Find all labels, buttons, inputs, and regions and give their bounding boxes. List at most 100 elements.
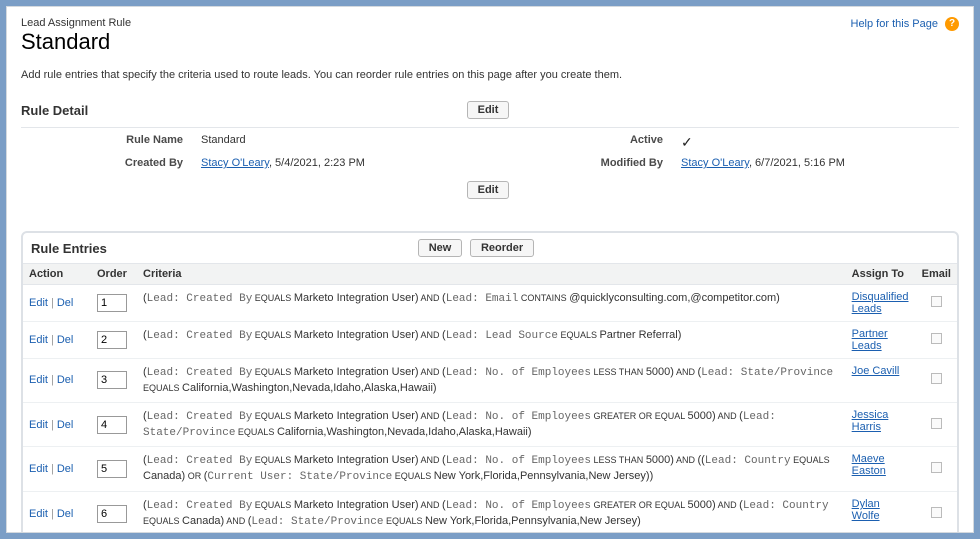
col-criteria: Criteria <box>137 264 846 285</box>
table-row: Edit|Del (Lead: Created By EQUALS Marketo… <box>23 322 957 359</box>
row-edit-link[interactable]: Edit <box>29 419 48 431</box>
assign-to-link[interactable]: Maeve Easton <box>852 453 886 477</box>
edit-button[interactable]: Edit <box>467 101 510 119</box>
row-edit-link[interactable]: Edit <box>29 297 48 309</box>
criteria-text: 5000) <box>646 454 674 466</box>
action-cell: Edit|Del <box>23 492 91 533</box>
criteria-text: California,Washington,Nevada,Idaho,Alask… <box>277 426 532 438</box>
help-link[interactable]: Help for this Page <box>851 18 938 30</box>
assign-to-link[interactable]: Dylan Wolfe <box>852 498 880 522</box>
criteria-cell: (Lead: Created By EQUALS Marketo Integra… <box>137 492 846 533</box>
row-edit-link[interactable]: Edit <box>29 508 48 520</box>
criteria-text: 5000) <box>687 410 715 422</box>
page-description: Add rule entries that specify the criter… <box>21 69 959 81</box>
created-by-time: , 5/4/2021, 2:23 PM <box>269 157 365 169</box>
assign-to-link[interactable]: Partner Leads <box>852 328 888 352</box>
assign-to-link[interactable]: Joe Cavill <box>852 365 900 377</box>
criteria-text: Canada) <box>143 470 185 482</box>
email-cell <box>916 322 957 359</box>
help-icon[interactable]: ? <box>945 17 959 31</box>
criteria-field: Lead: Lead Source <box>446 330 558 342</box>
page-title: Standard <box>21 29 131 55</box>
row-del-link[interactable]: Del <box>57 508 74 520</box>
col-assign: Assign To <box>846 264 916 285</box>
assign-to-link[interactable]: Jessica Harris <box>852 409 889 433</box>
table-row: Edit|Del (Lead: Created By EQUALS Marketo… <box>23 492 957 533</box>
criteria-operator: AND <box>419 411 443 421</box>
criteria-operator: EQUALS <box>252 411 294 421</box>
created-by-user-link[interactable]: Stacy O'Leary <box>201 157 269 169</box>
email-checkbox[interactable] <box>931 296 942 307</box>
table-row: Edit|Del(Lead: Created By EQUALS Marketo… <box>23 285 957 322</box>
separator: | <box>48 334 57 346</box>
assign-cell: Jessica Harris <box>846 402 916 447</box>
criteria-field: Lead: Created By <box>147 500 253 512</box>
email-checkbox[interactable] <box>931 373 942 384</box>
criteria-operator: EQUALS <box>252 500 294 510</box>
assign-cell: Partner Leads <box>846 322 916 359</box>
order-input[interactable] <box>97 294 127 312</box>
rule-entries-heading: Rule Entries <box>31 241 107 256</box>
edit-button-lower[interactable]: Edit <box>467 181 510 199</box>
criteria-text: @quicklyconsulting.com,@competitor.com) <box>569 292 780 304</box>
criteria-field: Lead: Email <box>446 293 519 305</box>
order-input[interactable] <box>97 416 127 434</box>
criteria-operator: AND <box>716 500 740 510</box>
email-cell <box>916 402 957 447</box>
row-del-link[interactable]: Del <box>57 334 74 346</box>
criteria-text: Marketo Integration User) <box>294 292 419 304</box>
modified-by-time: , 6/7/2021, 5:16 PM <box>749 157 845 169</box>
criteria-text: Marketo Integration User) <box>294 329 419 341</box>
criteria-cell: (Lead: Created By EQUALS Marketo Integra… <box>137 322 846 359</box>
order-cell <box>91 402 137 447</box>
order-input[interactable] <box>97 371 127 389</box>
email-checkbox[interactable] <box>931 462 942 473</box>
assign-to-link[interactable]: Disqualified Leads <box>852 291 909 315</box>
criteria-text: California,Washington,Nevada,Idaho,Alask… <box>182 382 437 394</box>
active-label: Active <box>521 134 681 151</box>
col-email: Email <box>916 264 957 285</box>
criteria-operator: AND <box>419 500 443 510</box>
row-edit-link[interactable]: Edit <box>29 374 48 386</box>
criteria-text: (( <box>697 454 704 466</box>
row-del-link[interactable]: Del <box>57 374 74 386</box>
row-del-link[interactable]: Del <box>57 297 74 309</box>
row-edit-link[interactable]: Edit <box>29 334 48 346</box>
criteria-text: 5000) <box>646 366 674 378</box>
email-cell <box>916 359 957 403</box>
row-del-link[interactable]: Del <box>57 419 74 431</box>
criteria-cell: (Lead: Created By EQUALS Marketo Integra… <box>137 285 846 322</box>
email-checkbox[interactable] <box>931 333 942 344</box>
criteria-operator: EQUALS <box>252 455 294 465</box>
order-input[interactable] <box>97 505 127 523</box>
new-button[interactable]: New <box>418 239 463 257</box>
created-by-label: Created By <box>21 157 201 169</box>
email-cell <box>916 447 957 492</box>
separator: | <box>48 374 57 386</box>
criteria-operator: EQUALS <box>383 516 425 526</box>
criteria-operator: EQUALS <box>791 455 830 465</box>
order-cell <box>91 447 137 492</box>
action-cell: Edit|Del <box>23 322 91 359</box>
criteria-operator: EQUALS <box>558 330 600 340</box>
criteria-text: Partner Referral) <box>599 329 681 341</box>
assign-cell: Dylan Wolfe <box>846 492 916 533</box>
modified-by-user-link[interactable]: Stacy O'Leary <box>681 157 749 169</box>
order-input[interactable] <box>97 331 127 349</box>
criteria-operator: EQUALS <box>392 471 434 481</box>
criteria-text: Marketo Integration User) <box>294 366 419 378</box>
order-cell <box>91 322 137 359</box>
assign-cell: Joe Cavill <box>846 359 916 403</box>
criteria-cell: (Lead: Created By EQUALS Marketo Integra… <box>137 359 846 403</box>
row-edit-link[interactable]: Edit <box>29 463 48 475</box>
criteria-operator: AND <box>224 516 248 526</box>
action-cell: Edit|Del <box>23 447 91 492</box>
criteria-operator: LESS THAN <box>591 455 646 465</box>
email-checkbox[interactable] <box>931 507 942 518</box>
row-del-link[interactable]: Del <box>57 463 74 475</box>
criteria-operator: AND <box>419 455 443 465</box>
email-checkbox[interactable] <box>931 418 942 429</box>
reorder-button[interactable]: Reorder <box>470 239 534 257</box>
col-order: Order <box>91 264 137 285</box>
order-input[interactable] <box>97 460 127 478</box>
